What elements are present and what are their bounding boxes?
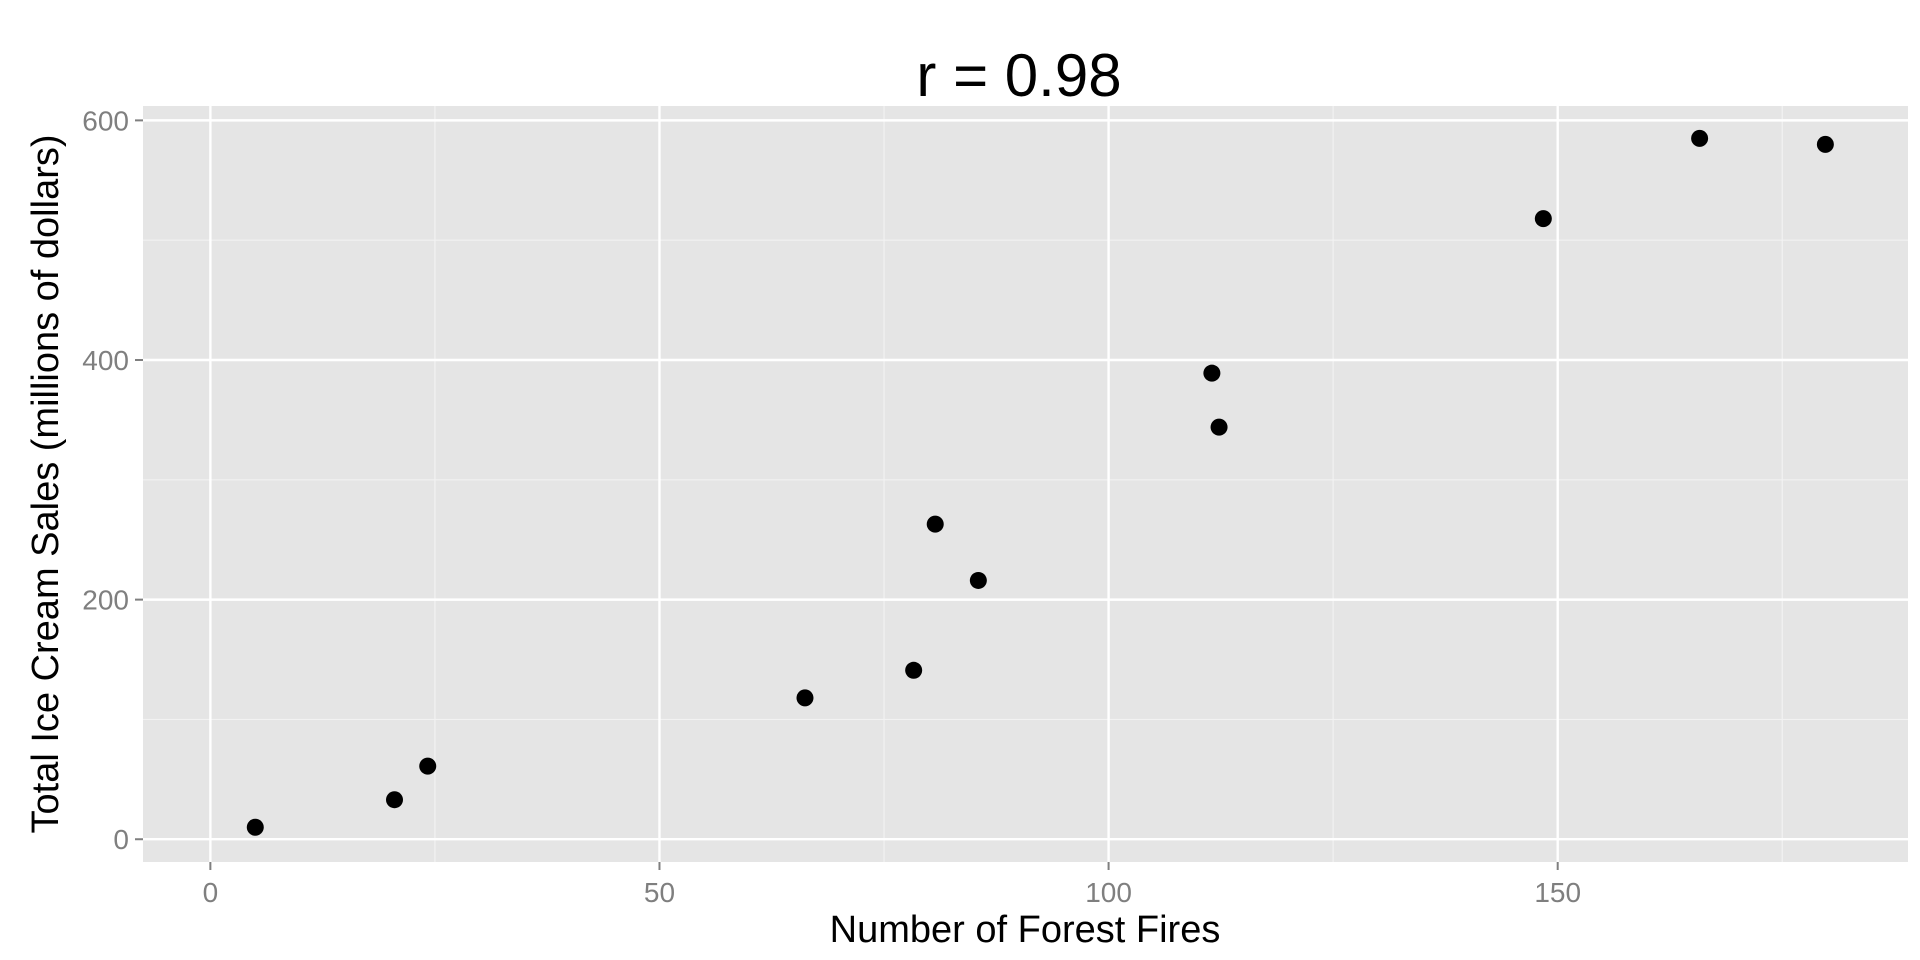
data-point <box>419 757 437 775</box>
data-point <box>1691 129 1709 147</box>
data-point <box>386 791 404 809</box>
y-tick-label: 200 <box>82 585 129 616</box>
data-point <box>1210 418 1228 436</box>
y-tick-label: 400 <box>82 345 129 376</box>
data-point <box>1203 364 1221 382</box>
data-point <box>1534 210 1552 228</box>
y-tick-label: 0 <box>113 824 129 855</box>
data-point <box>796 689 814 707</box>
data-points <box>246 129 1834 836</box>
x-tick-label: 50 <box>644 877 675 908</box>
y-axis: 0 200 400 600 <box>82 105 143 855</box>
data-point <box>969 571 987 589</box>
chart-title: r = 0.98 <box>916 42 1121 109</box>
data-point <box>246 818 264 836</box>
x-tick-label: 0 <box>203 877 219 908</box>
x-tick-label: 150 <box>1534 877 1581 908</box>
data-point <box>1816 135 1834 153</box>
x-axis-title: Number of Forest Fires <box>830 909 1221 951</box>
minor-gridlines <box>143 106 1908 862</box>
data-point <box>905 661 923 679</box>
data-point <box>926 515 944 533</box>
major-gridlines <box>143 106 1908 862</box>
y-tick-label: 600 <box>82 105 129 136</box>
plot-panel <box>143 106 1908 862</box>
x-tick-label: 100 <box>1085 877 1132 908</box>
x-axis: 0 50 100 150 <box>203 862 1581 908</box>
y-axis-title: Total Ice Cream Sales (millions of dolla… <box>25 134 67 833</box>
